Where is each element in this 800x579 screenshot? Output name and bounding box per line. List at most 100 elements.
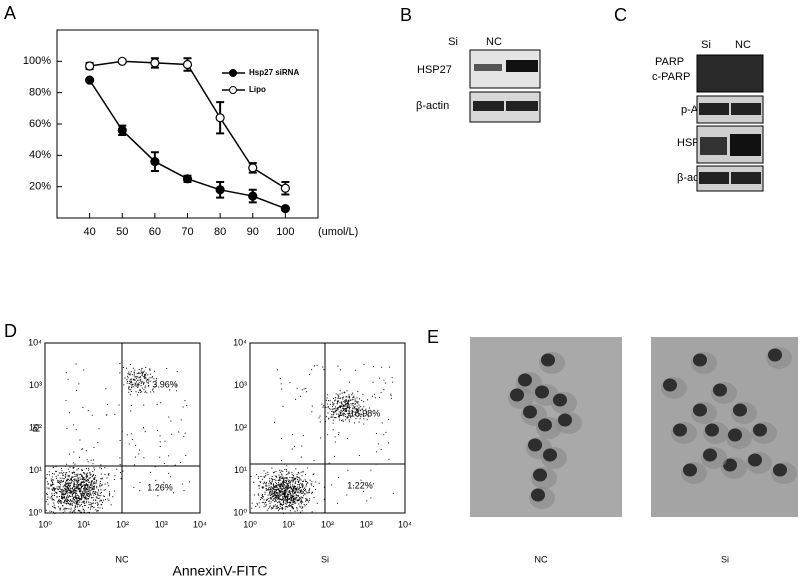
event-dot	[290, 493, 292, 495]
event-dot	[343, 412, 345, 414]
event-dot	[137, 376, 139, 378]
event-dot	[82, 478, 84, 480]
event-dot	[291, 507, 293, 509]
event-dot	[294, 492, 296, 494]
event-dot	[81, 486, 83, 488]
event-dot	[341, 392, 343, 394]
x-tick-label: 80	[214, 226, 226, 238]
event-dot	[279, 508, 281, 510]
event-dot	[374, 397, 376, 399]
event-dot	[58, 498, 60, 500]
event-dot	[284, 482, 286, 484]
event-dot	[89, 477, 91, 479]
event-dot	[291, 480, 293, 482]
event-dot	[86, 484, 88, 486]
event-dot	[139, 379, 141, 381]
event-dot	[296, 510, 298, 512]
marker	[182, 59, 193, 70]
event-dot	[146, 381, 148, 383]
event-dot	[97, 507, 99, 509]
event-dot	[306, 483, 308, 485]
event-dot	[334, 417, 336, 419]
event-dot	[342, 420, 344, 422]
event-dot	[129, 380, 131, 382]
event-dot	[293, 478, 295, 480]
event-dot	[70, 484, 72, 486]
event-dot	[263, 499, 265, 501]
event-dot	[272, 485, 274, 487]
event-dot	[294, 492, 296, 494]
event-dot	[94, 469, 96, 471]
event-dot	[56, 501, 58, 503]
event-dot	[272, 495, 274, 497]
event-dot	[283, 484, 285, 486]
lane-label: Si	[448, 36, 458, 48]
event-dot	[348, 410, 350, 412]
panel-label: C	[614, 5, 627, 25]
event-dot	[59, 509, 61, 511]
event-dot	[62, 480, 64, 482]
event-dot	[303, 503, 305, 505]
event-dot	[270, 487, 272, 489]
event-dot	[365, 410, 367, 412]
event-dot	[45, 501, 47, 503]
event-dot	[276, 487, 278, 489]
event-dot	[289, 476, 291, 478]
event-dot	[346, 417, 348, 419]
event-dot	[86, 468, 88, 470]
event-dot	[293, 485, 295, 487]
event-dot	[287, 484, 289, 486]
event-dot	[264, 482, 266, 484]
band	[506, 60, 538, 72]
event-dot	[65, 488, 67, 490]
event-dot	[276, 505, 278, 507]
event-dot	[311, 484, 313, 486]
event-dot	[286, 477, 288, 479]
event-dot	[356, 401, 358, 403]
event-dot	[90, 483, 92, 485]
event-dot	[83, 503, 85, 505]
event-dot	[84, 498, 86, 500]
event-dot	[282, 498, 284, 500]
event-dot	[301, 482, 303, 484]
event-dot	[119, 372, 121, 374]
event-dot	[54, 507, 56, 509]
event-dot	[97, 489, 99, 491]
event-dot	[92, 486, 94, 488]
event-dot	[149, 373, 151, 375]
event-dot	[74, 488, 76, 490]
event-dot	[93, 502, 95, 504]
event-dot	[75, 501, 77, 503]
event-dot	[77, 495, 79, 497]
event-dot	[67, 502, 69, 504]
event-dot	[283, 512, 285, 514]
event-dot	[352, 408, 354, 410]
event-dot	[291, 478, 293, 480]
event-dot	[52, 467, 54, 469]
event-dot	[326, 416, 328, 418]
event-dot	[293, 500, 295, 502]
event-dot	[148, 368, 150, 370]
event-dot	[285, 486, 287, 488]
event-dot	[64, 508, 66, 510]
event-dot	[265, 504, 267, 506]
event-dot	[257, 504, 259, 506]
event-dot	[285, 469, 287, 471]
y-tick-label: 10¹	[234, 465, 247, 475]
event-dot	[119, 463, 121, 465]
event-dot	[84, 501, 86, 503]
event-dot	[274, 486, 276, 488]
event-dot	[305, 481, 307, 483]
event-dot	[383, 434, 385, 436]
event-dot	[253, 494, 255, 496]
event-dot	[68, 495, 70, 497]
event-dot	[61, 494, 63, 496]
event-dot	[291, 477, 293, 479]
event-dot	[73, 483, 75, 485]
event-dot	[279, 485, 281, 487]
event-dot	[289, 480, 291, 482]
event-dot	[151, 389, 153, 391]
event-dot	[51, 510, 53, 512]
event-dot	[73, 496, 75, 498]
event-dot	[272, 488, 274, 490]
